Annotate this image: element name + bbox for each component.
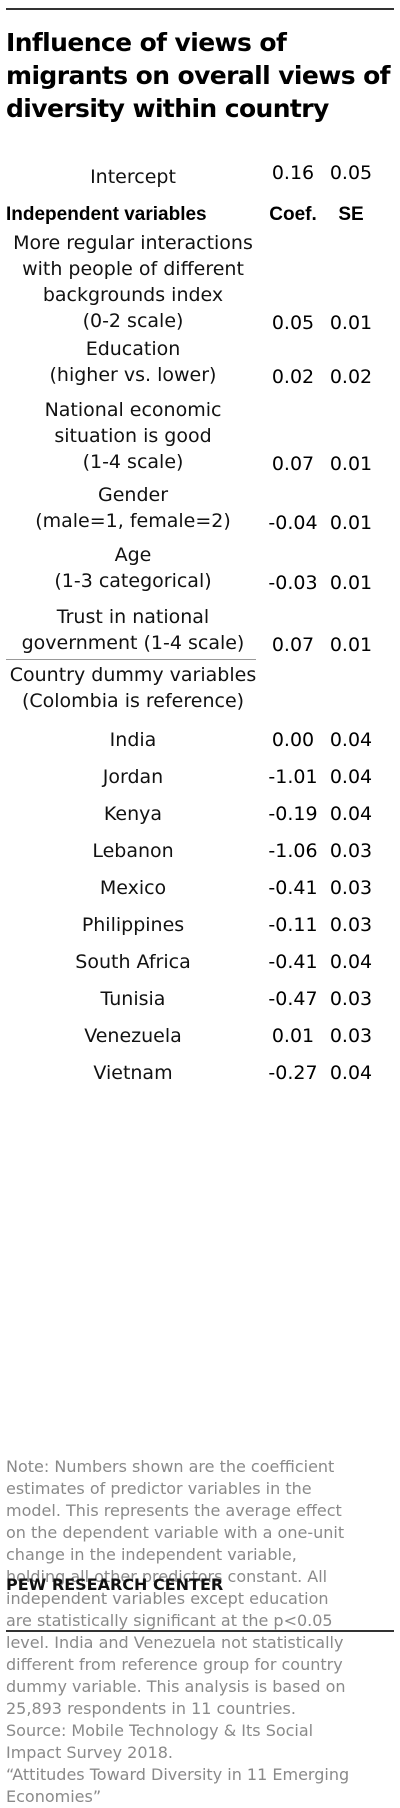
- pew-logo-text: PEW RESEARCH CENTER: [6, 1575, 224, 1594]
- se-value: 0.04: [329, 803, 373, 825]
- variable-label: with people of different: [22, 258, 244, 280]
- top-rule: [6, 8, 394, 10]
- coef-value: 0.07: [271, 453, 315, 475]
- coef-value: -0.27: [268, 1062, 318, 1084]
- variable-label: Education: [85, 338, 181, 360]
- note-line: “Attitudes Toward Diversity in 11 Emergi…: [6, 1765, 350, 1784]
- variable-label: More regular interactions: [13, 232, 253, 254]
- country-label: Mexico: [99, 877, 167, 899]
- note-line: different from reference group for count…: [6, 1655, 343, 1674]
- coef-value: -1.01: [268, 766, 318, 788]
- country-label: Venezuela: [84, 1025, 182, 1047]
- coef-value: -0.19: [268, 803, 318, 825]
- variable-label: (male=1, female=2): [35, 510, 231, 532]
- country-label: Philippines: [81, 914, 185, 936]
- se-value: 0.01: [329, 312, 373, 334]
- intercept-se: 0.05: [329, 162, 373, 184]
- country-label: Tunisia: [100, 988, 166, 1010]
- intercept-label: Intercept: [90, 166, 176, 188]
- variable-label: (0-2 scale): [82, 310, 184, 332]
- note-text: Note: Numbers shown are the coefficient …: [6, 1456, 390, 1808]
- country-label: Jordan: [102, 766, 164, 788]
- se-value: 0.04: [329, 951, 373, 973]
- se-value: 0.04: [329, 766, 373, 788]
- coef-value: -1.06: [268, 840, 318, 862]
- coef-value: 0.00: [271, 729, 315, 751]
- coef-value: 0.07: [271, 634, 315, 656]
- coef-value: -0.04: [268, 512, 318, 534]
- variable-label: (1-3 categorical): [54, 570, 212, 592]
- variable-label: (higher vs. lower): [49, 364, 217, 386]
- note-line: Note: Numbers shown are the coefficient: [6, 1457, 335, 1476]
- coef-value: 0.01: [271, 1025, 315, 1047]
- se-value: 0.03: [329, 840, 373, 862]
- se-value: 0.01: [329, 512, 373, 534]
- se-value: 0.01: [329, 572, 373, 594]
- se-value: 0.03: [329, 988, 373, 1010]
- country-section-label: (Colombia is reference): [21, 690, 245, 712]
- country-label: India: [109, 729, 157, 751]
- se-value: 0.04: [329, 1062, 373, 1084]
- se-value: 0.03: [329, 877, 373, 899]
- coef-value: 0.02: [271, 366, 315, 388]
- note-line: Economies”: [6, 1787, 102, 1806]
- bottom-rule: [6, 1630, 394, 1632]
- note-line: on the dependent variable with a one-uni…: [6, 1523, 345, 1542]
- coef-value: 0.05: [271, 312, 315, 334]
- note-line: Impact Survey 2018.: [6, 1743, 173, 1762]
- se-value: 0.01: [329, 453, 373, 475]
- country-label: Lebanon: [92, 840, 174, 862]
- intercept-coef: 0.16: [271, 162, 315, 184]
- se-value: 0.03: [329, 914, 373, 936]
- coef-value: -0.41: [268, 877, 318, 899]
- se-value: 0.02: [329, 366, 373, 388]
- variable-label: Age: [114, 544, 152, 566]
- country-label: Vietnam: [93, 1062, 173, 1084]
- note-line: estimates of predictor variables in the: [6, 1479, 312, 1498]
- country-label: Kenya: [103, 803, 163, 825]
- se-value: 0.04: [329, 729, 373, 751]
- note-line: Source: Mobile Technology & Its Social: [6, 1721, 314, 1740]
- note-line: are statistically significant at the p<0…: [6, 1611, 333, 1630]
- coef-value: -0.41: [268, 951, 318, 973]
- variable-label: National economic: [44, 399, 222, 421]
- variable-label: Gender: [97, 484, 169, 506]
- variable-label: Trust in national: [56, 606, 210, 628]
- note-line: change in the independent variable,: [6, 1545, 297, 1564]
- variable-label: backgrounds index: [42, 284, 224, 306]
- chart-title: Influence of views of migrants on overal…: [6, 28, 391, 123]
- note-line: independent variables except education: [6, 1589, 329, 1608]
- header-variables: Independent variables: [6, 204, 207, 225]
- country-section-label: Country dummy variables: [9, 664, 257, 686]
- coef-value: -0.47: [268, 988, 318, 1010]
- country-label: South Africa: [75, 951, 191, 973]
- coef-value: -0.03: [268, 572, 318, 594]
- note-line: model. This represents the average effec…: [6, 1501, 342, 1520]
- header-coef: Coef.: [269, 204, 317, 225]
- se-value: 0.01: [329, 634, 373, 656]
- note-line: 25,893 respondents in 11 countries.: [6, 1699, 296, 1718]
- variable-label: (1-4 scale): [82, 451, 184, 473]
- variable-label: situation is good: [54, 425, 212, 447]
- note-line: level. India and Venezuela not statistic…: [6, 1633, 344, 1652]
- note-line: holding all other predictors constant. A…: [6, 1567, 328, 1586]
- variable-label: government (1-4 scale): [21, 632, 245, 654]
- note-line: dummy variable. This analysis is based o…: [6, 1677, 346, 1696]
- header-se: SE: [338, 204, 364, 225]
- section-divider: [6, 659, 256, 660]
- se-value: 0.03: [329, 1025, 373, 1047]
- coef-value: -0.11: [268, 914, 318, 936]
